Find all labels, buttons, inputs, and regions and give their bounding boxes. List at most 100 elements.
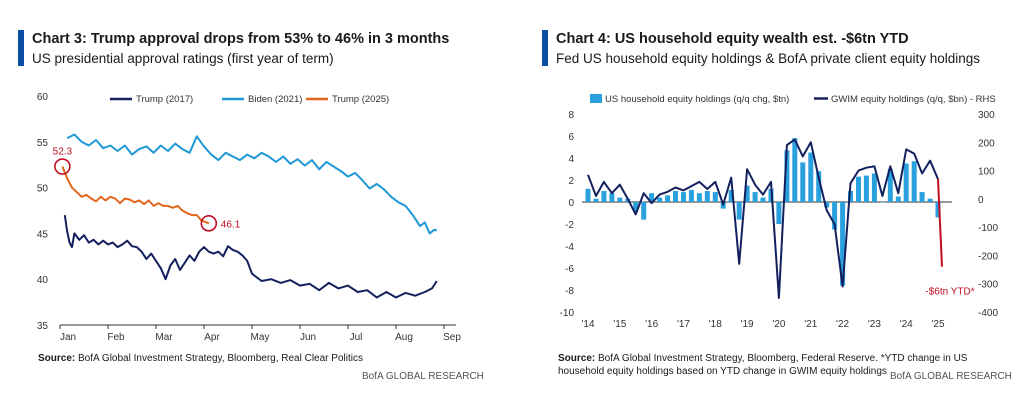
legend-label: Trump (2017) bbox=[136, 94, 193, 105]
left-y-tick-label: 2 bbox=[568, 176, 574, 187]
annotation-label: 46.1 bbox=[221, 219, 241, 230]
left-y-tick-label: 4 bbox=[568, 154, 574, 165]
bar bbox=[824, 202, 830, 208]
x-tick-label: May bbox=[251, 332, 270, 343]
bar bbox=[840, 202, 846, 286]
bar bbox=[665, 195, 671, 202]
bar bbox=[681, 192, 686, 202]
source-text: BofA Global Investment Strategy, Bloombe… bbox=[558, 353, 968, 377]
bar bbox=[919, 192, 925, 202]
bar bbox=[649, 193, 655, 202]
bar bbox=[657, 197, 663, 202]
bar bbox=[784, 150, 790, 202]
ytd-drop-line bbox=[937, 179, 943, 267]
left-y-tick-label: -10 bbox=[560, 308, 575, 319]
y-tick-label: 60 bbox=[37, 92, 49, 103]
source-text: BofA Global Investment Strategy, Bloombe… bbox=[78, 353, 363, 364]
bar bbox=[593, 198, 599, 202]
annotation-label: -$6tn YTD* bbox=[925, 287, 974, 298]
chart-source: Source: BofA Global Investment Strategy,… bbox=[38, 353, 363, 364]
legend-label: Trump (2025) bbox=[332, 94, 389, 105]
x-tick-label: Apr bbox=[204, 332, 220, 343]
bar bbox=[712, 192, 718, 202]
bar bbox=[760, 197, 766, 202]
bar bbox=[832, 202, 838, 230]
bar bbox=[848, 191, 853, 202]
gwim-line bbox=[587, 138, 939, 299]
bar bbox=[856, 176, 861, 202]
bar bbox=[673, 191, 678, 202]
bar bbox=[688, 189, 694, 202]
x-tick-label: '15 bbox=[613, 319, 626, 330]
x-tick-label: '21 bbox=[804, 319, 817, 330]
x-tick-label: Feb bbox=[107, 332, 125, 343]
bar bbox=[895, 196, 901, 202]
x-tick-label: Jan bbox=[60, 332, 76, 343]
right-y-tick-label: -400 bbox=[978, 308, 998, 319]
x-tick-label: Aug bbox=[395, 332, 413, 343]
chart-title: Chart 3: Trump approval drops from 53% t… bbox=[32, 31, 450, 47]
bar bbox=[633, 202, 639, 212]
x-tick-label: '25 bbox=[932, 319, 945, 330]
x-tick-label: Jun bbox=[300, 332, 316, 343]
bar bbox=[911, 161, 917, 202]
bar bbox=[641, 202, 647, 220]
y-tick-label: 55 bbox=[37, 138, 49, 149]
bar bbox=[903, 163, 909, 202]
bar bbox=[927, 198, 933, 202]
bar bbox=[696, 193, 702, 202]
x-tick-label: '17 bbox=[677, 319, 690, 330]
legend-label: GWIM equity holdings (q/q, $bn) - RHS bbox=[831, 94, 996, 105]
x-tick-label: Sep bbox=[443, 332, 461, 343]
left-y-tick-label: 6 bbox=[568, 132, 574, 143]
y-tick-label: 35 bbox=[37, 321, 49, 332]
x-tick-label: Mar bbox=[155, 332, 173, 343]
x-tick-label: '20 bbox=[772, 319, 785, 330]
title-accent-bar bbox=[18, 30, 24, 66]
bar bbox=[816, 171, 822, 202]
brand-label: BofA GLOBAL RESEARCH bbox=[890, 371, 1012, 382]
x-tick-label: '24 bbox=[900, 319, 913, 330]
right-y-tick-label: -300 bbox=[978, 280, 998, 291]
x-tick-label: '19 bbox=[741, 319, 754, 330]
series-line-2 bbox=[66, 133, 438, 235]
annotation-circle bbox=[54, 158, 71, 175]
bar bbox=[935, 202, 941, 218]
right-y-tick-label: 100 bbox=[978, 167, 995, 178]
chart-source: Source: BofA Global Investment Strategy,… bbox=[558, 353, 968, 377]
chart-title: Chart 4: US household equity wealth est.… bbox=[556, 31, 909, 47]
x-tick-label: Jul bbox=[350, 332, 363, 343]
legend-label: US household equity holdings (q/q chg, $… bbox=[605, 94, 789, 105]
left-y-tick-label: -8 bbox=[565, 286, 574, 297]
legend-swatch-bars bbox=[590, 94, 602, 103]
bar bbox=[617, 197, 623, 202]
chart-4-panel: Chart 4: US household equity wealth est.… bbox=[512, 0, 1024, 400]
series-line-3 bbox=[61, 166, 210, 225]
chart-subtitle: Fed US household equity holdings & BofA … bbox=[556, 51, 981, 66]
bar bbox=[887, 169, 893, 202]
left-y-tick-label: 0 bbox=[568, 198, 574, 209]
bar bbox=[744, 185, 750, 202]
right-y-tick-label: -200 bbox=[978, 251, 998, 262]
chart-3-panel: Chart 3: Trump approval drops from 53% t… bbox=[18, 30, 484, 382]
x-tick-label: '22 bbox=[836, 319, 849, 330]
bar bbox=[585, 188, 591, 202]
series-line-1 bbox=[63, 214, 438, 299]
y-tick-label: 40 bbox=[37, 275, 49, 286]
x-tick-label: '18 bbox=[709, 319, 722, 330]
equity-holdings-combo-chart: 8 6 4 2 0 -2 -4 -6 -8 -10 300 200 100 0 -100 -200 -300 -4… bbox=[560, 94, 998, 330]
bar bbox=[601, 191, 607, 202]
bar bbox=[863, 175, 869, 202]
right-y-tick-label: 200 bbox=[978, 138, 995, 149]
brand-label: BofA GLOBAL RESEARCH bbox=[362, 371, 484, 382]
bar bbox=[728, 189, 734, 202]
annotation-circle bbox=[200, 215, 218, 232]
right-y-tick-label: -100 bbox=[978, 223, 998, 234]
legend-label: Biden (2021) bbox=[248, 94, 302, 105]
right-y-tick-label: 300 bbox=[978, 110, 995, 121]
bar bbox=[808, 152, 814, 202]
left-y-tick-label: -2 bbox=[565, 220, 574, 231]
left-y-tick-label: 8 bbox=[568, 110, 574, 121]
bar bbox=[609, 193, 615, 202]
y-tick-label: 50 bbox=[37, 184, 49, 195]
